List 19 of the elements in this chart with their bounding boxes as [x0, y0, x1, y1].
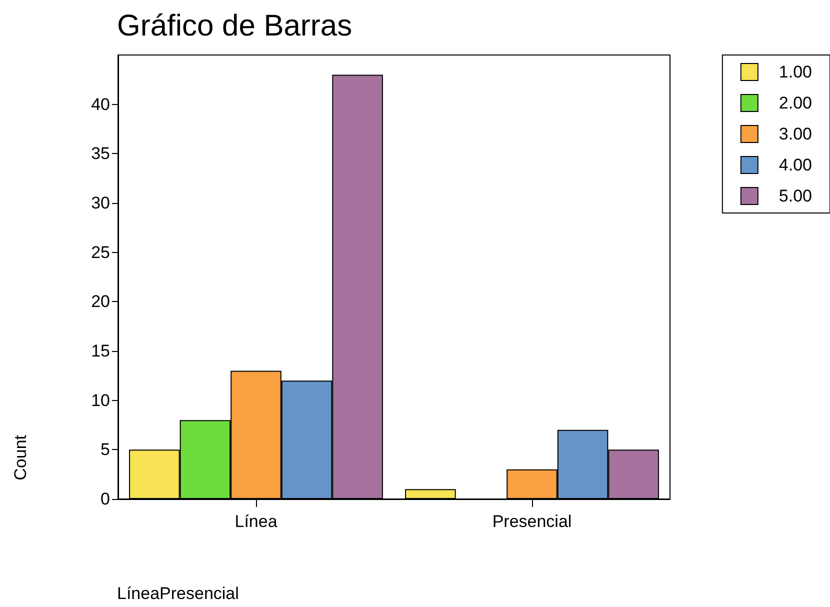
- y-tick-label: 15: [91, 342, 110, 360]
- legend-label: 5.00: [778, 186, 812, 206]
- chart-title: Gráfico de Barras: [117, 10, 352, 42]
- y-tick-label: 25: [91, 242, 110, 262]
- y-tick-label: 20: [91, 292, 110, 312]
- legend-label: 2.00: [778, 94, 812, 112]
- y-tick-label: 10: [91, 390, 110, 410]
- legend-label: 4.00: [778, 156, 812, 174]
- legend-label: 1.00: [778, 62, 812, 82]
- y-tick-label: 30: [91, 194, 110, 212]
- legend-label: 3.00: [778, 124, 812, 144]
- y-tick-label: 5: [100, 440, 110, 460]
- y-tick-label: 40: [91, 94, 110, 114]
- x-axis-title: LíneaPresencial: [117, 584, 239, 603]
- y-tick-label: 0: [100, 490, 110, 508]
- x-tick-label: Línea: [234, 512, 278, 531]
- y-axis-title: Count: [11, 434, 30, 480]
- y-tick-label: 35: [91, 144, 110, 164]
- x-tick-label: Presencial: [492, 512, 572, 531]
